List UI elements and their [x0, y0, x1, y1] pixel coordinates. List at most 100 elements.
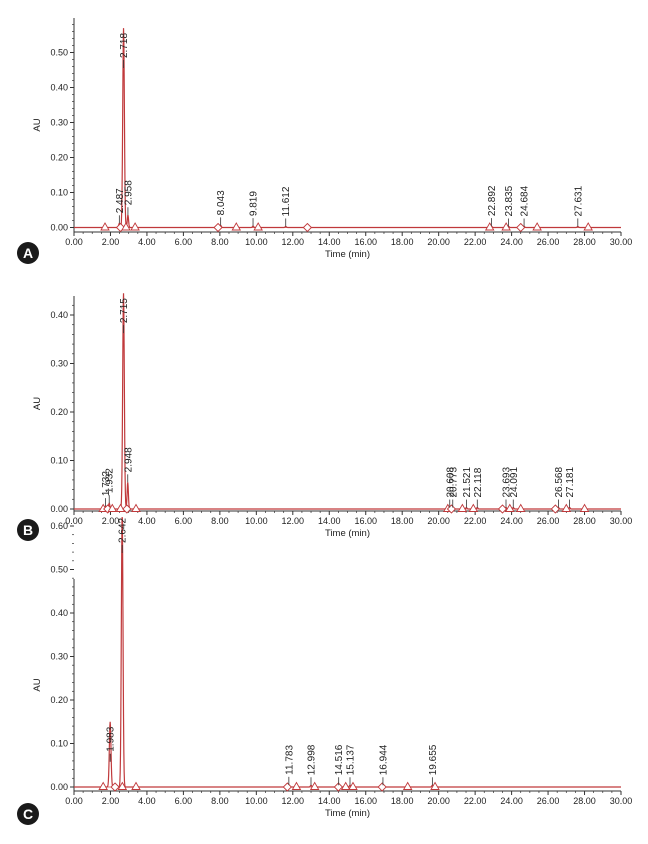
- baseline-marker-triangle: [121, 222, 131, 231]
- x-tick-label: 2.00: [102, 237, 120, 247]
- peak-label: 14.516: [334, 744, 345, 775]
- x-tick-label: 24.00: [500, 237, 523, 247]
- panel-badge-b: B: [17, 519, 39, 541]
- baseline-marker-diamond: [550, 504, 560, 514]
- x-tick-label: 6.00: [175, 237, 193, 247]
- x-tick-label: 16.00: [354, 796, 377, 806]
- baseline-marker-triangle: [117, 781, 128, 790]
- x-tick-label: 22.00: [464, 516, 487, 526]
- x-tick-label: 30.00: [610, 516, 633, 526]
- baseline-marker-triangle: [505, 503, 515, 512]
- y-tick-label: 0.10: [50, 456, 68, 466]
- x-tick-label: 4.00: [138, 516, 156, 526]
- panel-badge-letter: B: [23, 522, 33, 538]
- peak-label: 11.783: [284, 745, 295, 775]
- baseline-marker-triangle: [131, 781, 141, 790]
- y-tick-label: 0.40: [50, 83, 68, 93]
- peak-label: 2.642: [118, 517, 129, 542]
- x-tick-label: 28.00: [573, 796, 596, 806]
- x-axis-title: Time (min): [325, 808, 370, 819]
- baseline-marker-diamond: [282, 782, 292, 792]
- x-tick-label: 24.00: [500, 796, 523, 806]
- peak-label: 9.819: [249, 191, 260, 216]
- peak-label: 24.091: [509, 467, 520, 498]
- x-tick-label: 28.00: [573, 237, 596, 247]
- x-tick-label: 8.00: [211, 796, 229, 806]
- baseline-marker-triangle: [501, 222, 511, 231]
- y-tick-label: 0.10: [50, 188, 68, 198]
- y-axis-title: AU: [32, 118, 43, 131]
- x-tick-label: 0.00: [65, 796, 83, 806]
- x-tick-label: 10.00: [245, 516, 268, 526]
- y-tick-label: 0.20: [50, 153, 68, 163]
- peak-label: 22.118: [473, 467, 484, 497]
- x-tick-label: 26.00: [537, 237, 560, 247]
- x-tick-label: 6.00: [175, 516, 193, 526]
- x-axis-title: Time (min): [325, 528, 370, 539]
- y-axis-title: AU: [32, 678, 43, 691]
- peak-label: 27.181: [565, 467, 576, 498]
- baseline-marker-triangle: [579, 503, 590, 512]
- x-tick-label: 24.00: [500, 516, 523, 526]
- x-tick-label: 12.00: [282, 796, 305, 806]
- baseline-marker-triangle: [340, 781, 351, 790]
- peak-label: 15.137: [345, 744, 356, 775]
- chart-panel-c: 0.000.100.200.300.400.500.600.00 2.00 4.00…: [17, 517, 632, 825]
- baseline-marker-triangle: [515, 503, 526, 512]
- x-tick-label: 20.00: [427, 516, 450, 526]
- baseline-marker-triangle: [457, 503, 468, 512]
- baseline-marker-triangle: [131, 503, 141, 512]
- peak-label: 20.773: [448, 467, 459, 498]
- baseline-marker-triangle: [130, 222, 140, 231]
- peak-label: 1.932: [105, 468, 116, 493]
- peak-label: 11.612: [281, 186, 292, 216]
- baseline-marker-diamond: [213, 222, 223, 233]
- x-tick-label: 2.00: [102, 516, 120, 526]
- x-tick-label: 20.00: [427, 237, 450, 247]
- y-tick-label: 0.60: [50, 521, 68, 531]
- x-tick-label: 20.00: [427, 796, 450, 806]
- peak-label: 22.892: [487, 185, 498, 216]
- baseline-marker-diamond: [122, 504, 132, 514]
- baseline-marker-triangle: [348, 781, 358, 790]
- y-tick-label: 0.20: [50, 407, 68, 417]
- baseline-marker-diamond: [497, 504, 508, 514]
- x-tick-label: 14.00: [318, 796, 341, 806]
- x-tick-label: 4.00: [138, 796, 156, 806]
- x-tick-label: 6.00: [175, 796, 193, 806]
- y-tick-label: 0.20: [50, 695, 68, 705]
- y-axis-title: AU: [32, 397, 43, 410]
- baseline-marker-triangle: [231, 222, 242, 231]
- baseline-marker-triangle: [561, 503, 572, 512]
- peak-label: 12.998: [306, 744, 317, 775]
- baseline-marker-diamond: [333, 782, 344, 792]
- baseline-marker-triangle: [291, 781, 302, 790]
- x-tick-label: 30.00: [610, 237, 633, 247]
- chart-panel-a: 0.00 0.10 0.20 0.30 0.40 0.50 0.00 2.00 4.00 6.00…: [17, 18, 632, 264]
- x-tick-label: 22.00: [464, 796, 487, 806]
- chromatogram-trace: [74, 293, 621, 510]
- baseline-marker-triangle: [583, 222, 593, 231]
- baseline-marker-triangle: [430, 781, 440, 790]
- x-tick-label: 10.00: [245, 237, 268, 247]
- x-tick-label: 8.00: [211, 516, 229, 526]
- panel-badge-letter: C: [23, 806, 33, 822]
- baseline-marker-triangle: [115, 503, 126, 512]
- x-tick-label: 22.00: [464, 237, 487, 247]
- baseline-marker-triangle: [532, 222, 542, 231]
- peak-label: 1.732: [101, 471, 112, 496]
- peak-label: 2.715: [119, 298, 130, 323]
- x-tick-label: 18.00: [391, 796, 414, 806]
- peak-label: 24.684: [520, 185, 531, 216]
- x-tick-label: 8.00: [211, 237, 229, 247]
- y-tick-label: 0.50: [50, 565, 68, 575]
- peak-label: 2.948: [123, 447, 134, 472]
- baseline-marker-diamond: [377, 782, 387, 792]
- peak-label: 23.693: [502, 467, 513, 498]
- peak-label: 20.608: [445, 467, 456, 498]
- baseline-marker-triangle: [100, 222, 110, 231]
- panel-badge-circle: [17, 519, 39, 541]
- x-tick-label: 18.00: [391, 516, 414, 526]
- chart-panel-b: 0.00 0.10 0.20 0.30 0.40 0.00 2.00 4.00 6.00 8.00…: [17, 293, 632, 541]
- panel-badge-circle: [17, 242, 39, 264]
